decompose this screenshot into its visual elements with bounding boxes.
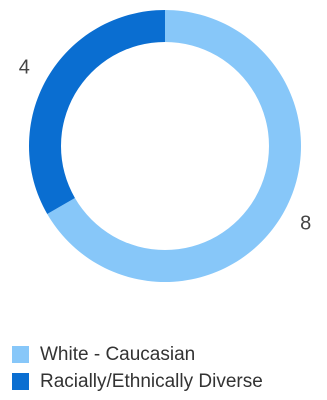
legend-label-white-caucasian: White - Caucasian xyxy=(40,343,196,365)
donut-data-labels: 84 xyxy=(19,56,311,234)
data-label-white-caucasian: 8 xyxy=(300,212,311,234)
legend-swatch-racially-ethnically-diverse xyxy=(12,373,29,390)
donut-slice-racially-ethnically-diverse[interactable] xyxy=(29,10,166,214)
legend-label-racially-ethnically-diverse: Racially/Ethnically Diverse xyxy=(40,370,263,392)
legend-item-white-caucasian[interactable]: White - Caucasian xyxy=(12,341,263,368)
donut-chart-svg: 84 xyxy=(19,10,311,282)
legend-item-racially-ethnically-diverse[interactable]: Racially/Ethnically Diverse xyxy=(12,368,263,395)
legend-swatch-white-caucasian xyxy=(12,346,29,363)
donut-slices xyxy=(29,10,301,282)
data-label-racially-ethnically-diverse: 4 xyxy=(19,56,30,78)
chart-legend: White - Caucasian Racially/Ethnically Di… xyxy=(12,341,263,395)
